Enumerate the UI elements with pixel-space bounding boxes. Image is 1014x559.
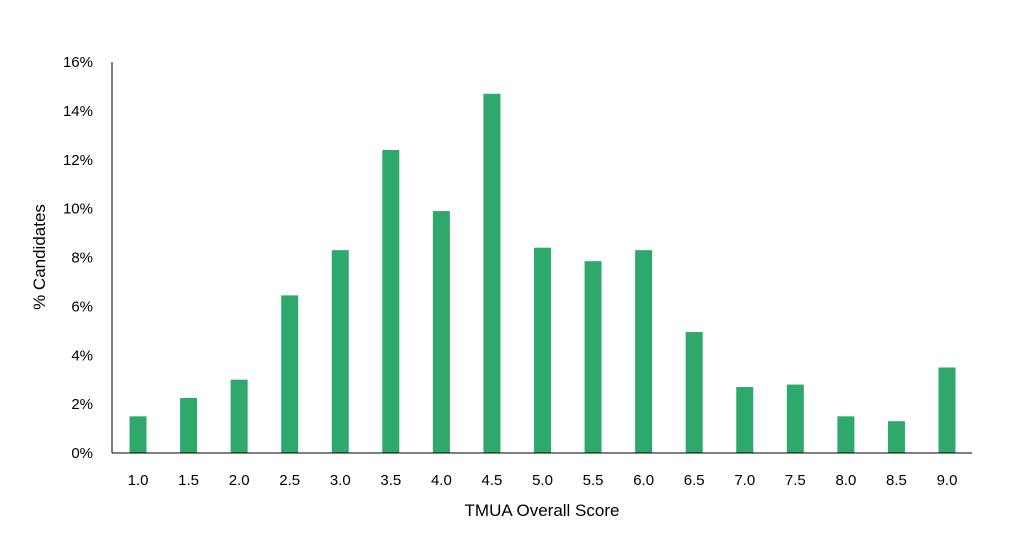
- bar-9.0: [938, 367, 956, 453]
- bar-6.0: [635, 250, 653, 453]
- x-tick-label: 8.0: [835, 472, 856, 489]
- bar-3.0: [331, 250, 349, 453]
- bar-8.0: [837, 416, 855, 453]
- x-tick-label: 7.5: [785, 472, 806, 489]
- x-axis: 1.0 1.5 2.0 2.5 3.0 3.5 4.0 4.5 5.0 5.5 6.0 6.5 7.0 7…: [112, 452, 972, 489]
- x-tick-label: 3.5: [380, 472, 401, 489]
- bar-7.0: [736, 387, 754, 453]
- y-tick-label: 10%: [63, 201, 93, 218]
- x-tick-label: 6.5: [684, 472, 705, 489]
- bar-7.5: [786, 384, 804, 453]
- x-tick-label: 5.5: [583, 472, 604, 489]
- x-tick-label: 4.0: [431, 472, 452, 489]
- y-axis: 0% 2% 4% 6% 8% 10% 12% 14% 16%: [63, 54, 113, 462]
- x-tick-label: 7.0: [734, 472, 755, 489]
- y-tick-label: 16%: [63, 54, 93, 71]
- y-tick-labels: 0% 2% 4% 6% 8% 10% 12% 14% 16%: [63, 54, 93, 462]
- bar-8.5: [887, 421, 905, 453]
- x-tick-label: 4.5: [482, 472, 503, 489]
- x-tick-label: 6.0: [633, 472, 654, 489]
- bar-1.0: [129, 416, 147, 453]
- x-tick-labels: 1.0 1.5 2.0 2.5 3.0 3.5 4.0 4.5 5.0 5.5 6.0 6.5 7.0 7…: [128, 472, 958, 489]
- bar-2.0: [230, 379, 248, 453]
- y-tick-label: 0%: [71, 445, 93, 462]
- y-tick-label: 12%: [63, 152, 93, 169]
- bar-1.5: [180, 398, 198, 453]
- bars-group: [129, 93, 956, 454]
- bar-5.0: [534, 247, 551, 453]
- y-tick-label: 14%: [63, 103, 93, 120]
- bar-3.5: [382, 149, 400, 453]
- x-axis-title: TMUA Overall Score: [465, 501, 620, 520]
- x-tick-label: 1.5: [178, 472, 199, 489]
- y-axis-title: % Candidates: [30, 204, 49, 310]
- y-tick-label: 2%: [71, 396, 93, 413]
- x-tick-label: 3.0: [330, 472, 351, 489]
- x-tick-label: 9.0: [937, 472, 958, 489]
- y-tick-label: 4%: [71, 347, 93, 364]
- x-tick-label: 5.0: [532, 472, 553, 489]
- bar-6.5: [685, 332, 703, 453]
- bar-4.0: [432, 211, 450, 453]
- x-tick-label: 8.5: [886, 472, 907, 489]
- bar-4.5: [483, 93, 501, 454]
- x-tick-label: 2.5: [279, 472, 300, 489]
- y-tick-label: 8%: [71, 250, 93, 267]
- bar-2.5: [281, 295, 299, 453]
- x-tick-label: 1.0: [128, 472, 149, 489]
- x-tick-label: 2.0: [229, 472, 250, 489]
- bar-5.5: [584, 261, 602, 453]
- y-tick-label: 6%: [71, 298, 93, 315]
